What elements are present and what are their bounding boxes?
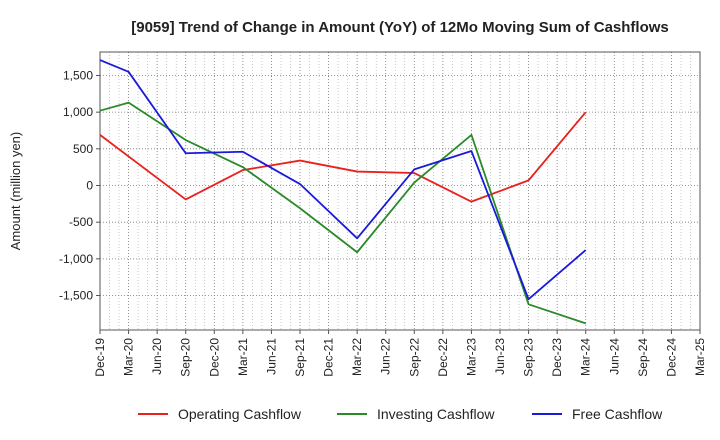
- x-tick-label: Mar-21: [236, 338, 250, 376]
- x-tick-label: Sep-21: [293, 338, 307, 377]
- y-tick-label: -1,500: [59, 289, 93, 303]
- x-tick-label: Dec-22: [436, 338, 450, 377]
- x-tick-label: Sep-24: [636, 338, 650, 377]
- x-tick-label: Jun-23: [493, 338, 507, 375]
- legend: Operating Cashflow Investing Cashflow Free…: [138, 406, 663, 422]
- x-tick-label: Jun-24: [607, 338, 621, 375]
- x-tick-label: Mar-24: [579, 338, 593, 376]
- series-layer: [99, 59, 587, 325]
- grid: [100, 52, 700, 330]
- x-tick-label: Jun-21: [264, 338, 278, 375]
- x-tick-label: Sep-23: [522, 338, 536, 377]
- x-tick-label: Dec-20: [207, 338, 221, 377]
- y-tick-label: 500: [73, 142, 93, 156]
- y-tick-label: 1,500: [63, 68, 93, 82]
- y-ticks: -1,500 -1,000 -500 0 500 1,000 1,500: [59, 68, 100, 303]
- x-tick-label: Dec-19: [93, 338, 107, 377]
- y-axis-label: Amount (million yen): [8, 132, 23, 251]
- legend-label: Free Cashflow: [572, 406, 663, 422]
- x-tick-label: Mar-20: [122, 338, 136, 376]
- x-tick-label: Mar-25: [693, 338, 707, 376]
- y-tick-label: 0: [86, 178, 93, 192]
- series-line: [99, 111, 587, 203]
- y-tick-label: -1,000: [59, 252, 93, 266]
- chart-title: [9059] Trend of Change in Amount (YoY) o…: [131, 19, 669, 36]
- x-tick-label: Dec-21: [322, 338, 336, 377]
- series-line: [99, 59, 587, 301]
- x-tick-label: Mar-23: [464, 338, 478, 376]
- legend-label: Investing Cashflow: [377, 406, 495, 422]
- x-tick-label: Sep-20: [179, 338, 193, 377]
- plot-frame: [99, 51, 701, 331]
- x-tick-label: Mar-22: [350, 338, 364, 376]
- y-tick-label: -500: [69, 215, 93, 229]
- series-line: [99, 101, 586, 325]
- x-tick-label: Jun-20: [150, 338, 164, 375]
- x-tick-label: Jun-22: [379, 338, 393, 375]
- x-ticks: Dec-19 Mar-20 Jun-20 Sep-20 Dec-20 Mar-21 Jun-…: [93, 330, 707, 377]
- legend-label: Operating Cashflow: [178, 406, 302, 422]
- x-tick-label: Sep-22: [407, 338, 421, 377]
- x-tick-label: Dec-23: [550, 338, 564, 377]
- plot-border: [99, 51, 701, 331]
- x-tick-label: Dec-24: [664, 338, 678, 377]
- y-tick-label: 1,000: [63, 105, 93, 119]
